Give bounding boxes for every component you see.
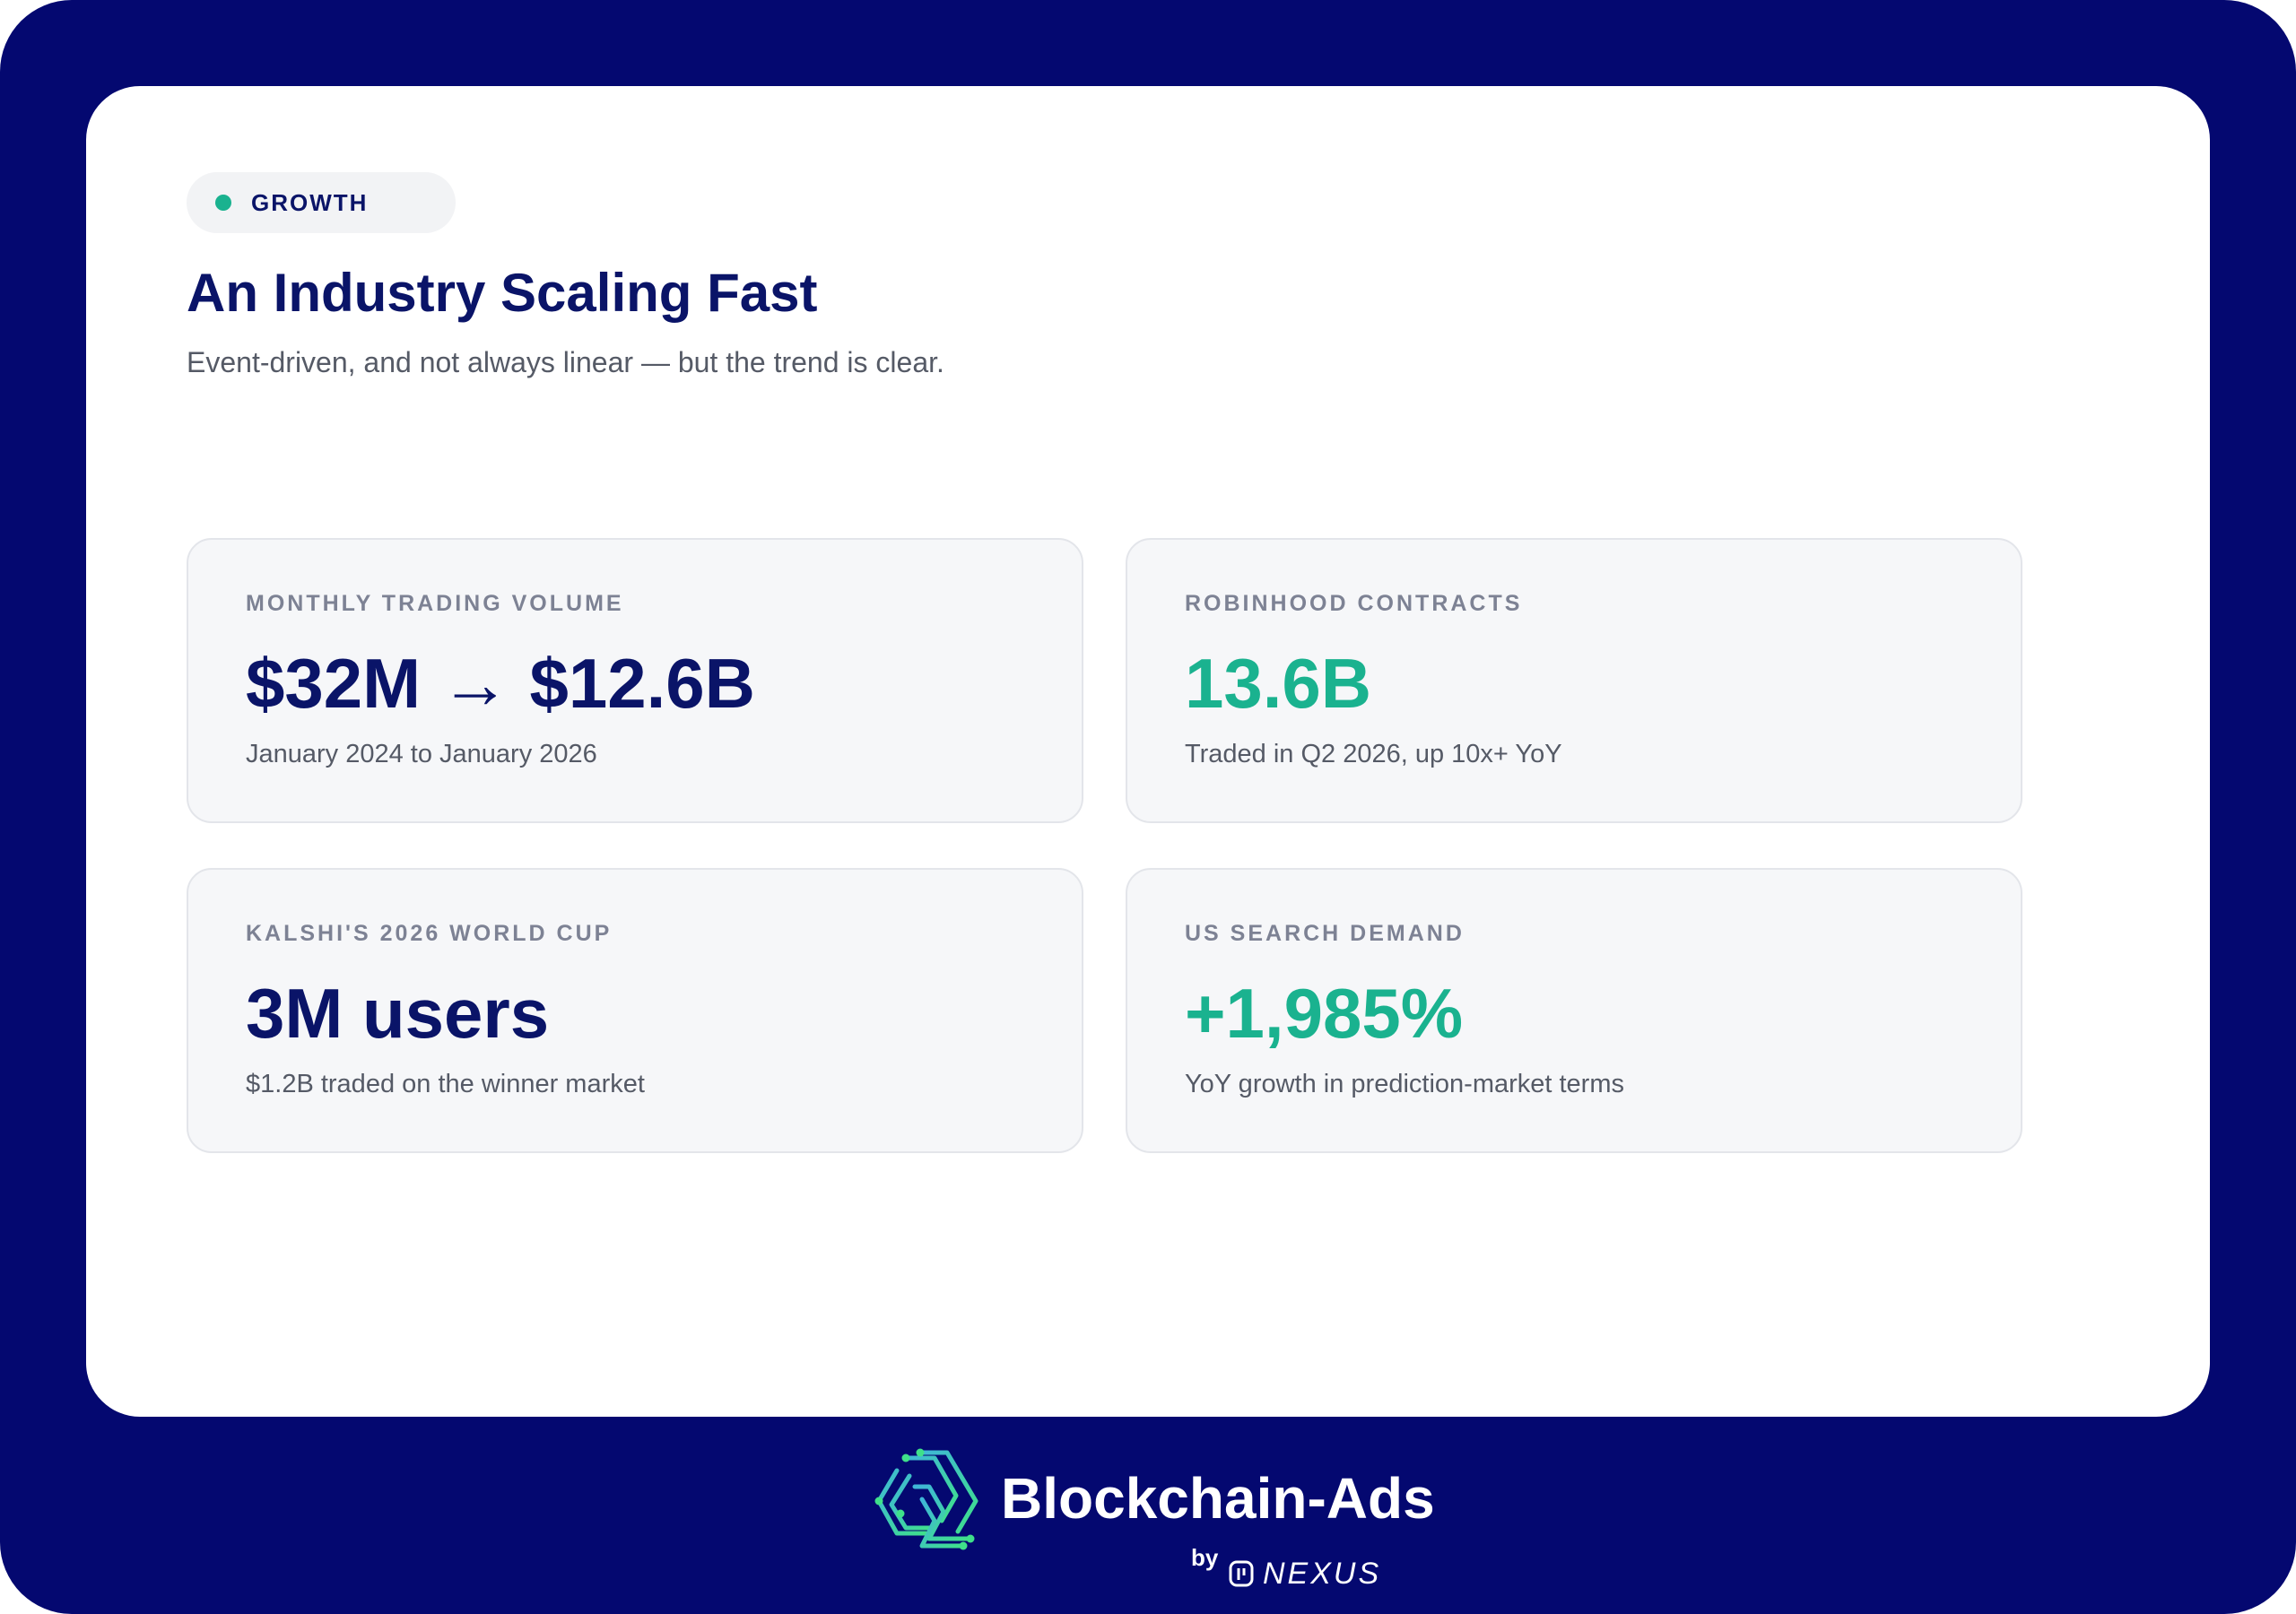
stat-value: 13.6B [1185, 644, 1372, 723]
stat-label: ROBINHOOD CONTRACTS [1185, 591, 1523, 616]
stat-value: +1,985% [1185, 974, 1464, 1053]
brand-name: Blockchain-Ads [1001, 1466, 1435, 1531]
stat-card-robinhood-contracts: ROBINHOOD CONTRACTS 13.6B Traded in Q2 2… [1126, 538, 2022, 823]
slide-panel: GROWTH An Industry Scaling Fast Event-dr… [86, 86, 2210, 1417]
stat-card-monthly-volume: MONTHLY TRADING VOLUME $32M → $12.6B Jan… [187, 538, 1083, 823]
blockchain-ads-logo-icon [874, 1448, 978, 1550]
stat-card-us-search-demand: US SEARCH DEMAND +1,985% YoY growth in p… [1126, 868, 2022, 1153]
stat-label: KALSHI'S 2026 WORLD CUP [246, 921, 613, 946]
stat-card-kalshi-world-cup: KALSHI'S 2026 WORLD CUP 3M users $1.2B t… [187, 868, 1083, 1153]
badge-label: GROWTH [251, 188, 369, 216]
stat-note: January 2024 to January 2026 [246, 740, 597, 768]
stat-note: YoY growth in prediction-market terms [1185, 1070, 1624, 1098]
partner-name: NEXUS [1263, 1557, 1382, 1591]
page-title: An Industry Scaling Fast [187, 263, 818, 323]
stat-value: $32M → $12.6B [246, 644, 755, 723]
stat-note: $1.2B traded on the winner market [246, 1070, 645, 1098]
stat-note: Traded in Q2 2026, up 10x+ YoY [1185, 740, 1562, 768]
stat-label: MONTHLY TRADING VOLUME [246, 591, 624, 616]
stat-value: 3M users [246, 974, 550, 1053]
page-subtitle: Event-driven, and not always linear — bu… [187, 346, 944, 378]
by-label: by [1191, 1544, 1219, 1571]
badge-dot-icon [215, 195, 231, 211]
section-badge: GROWTH [187, 172, 456, 233]
nexus-logo-icon [1229, 1560, 1254, 1587]
stat-label: US SEARCH DEMAND [1185, 921, 1465, 946]
